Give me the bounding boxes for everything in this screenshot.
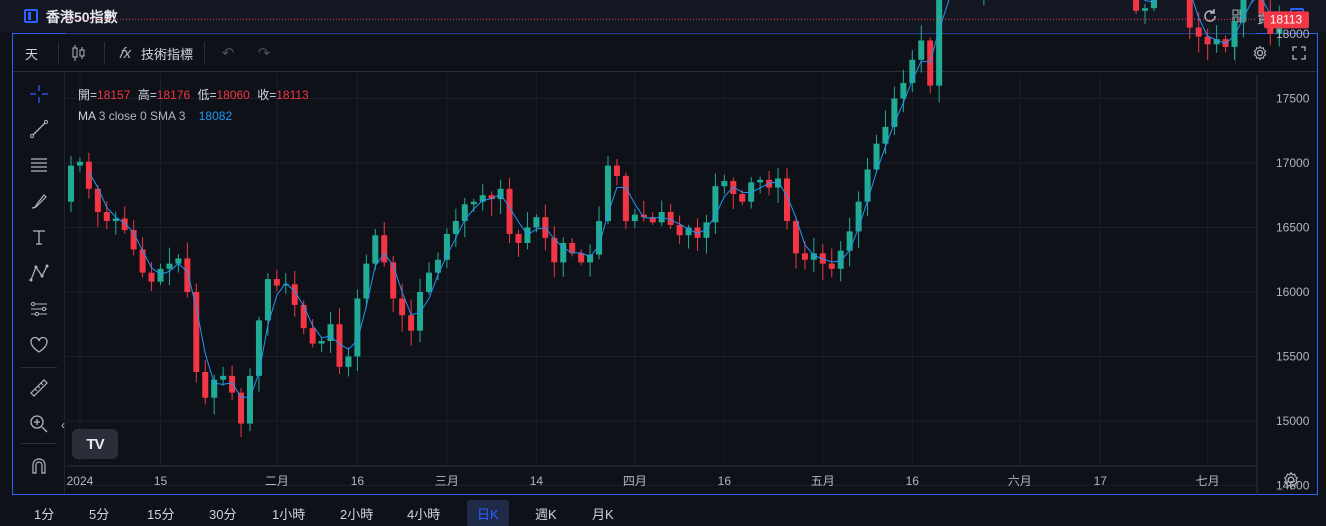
tradingview-logo[interactable]: TV: [72, 429, 118, 459]
crosshair-icon[interactable]: [27, 82, 51, 106]
timeframe-9[interactable]: 月K: [592, 507, 614, 522]
low-label: 低=: [197, 88, 217, 102]
timeframe-4[interactable]: 1小時: [272, 507, 306, 522]
chart-toolbar: 天 𝑓x 技術指標 ↶ ↷: [13, 34, 1317, 72]
interval-selector[interactable]: 天: [25, 47, 39, 62]
timeframe-7[interactable]: 日K: [467, 500, 509, 526]
timeframe-8[interactable]: 週K: [535, 507, 557, 522]
open-value: 18157: [97, 88, 131, 102]
axis-settings-icon[interactable]: [1282, 471, 1302, 491]
redo-icon[interactable]: ↷: [257, 45, 271, 62]
text-tool-icon[interactable]: [27, 225, 51, 249]
refresh-icon[interactable]: [1200, 6, 1220, 26]
ma-label: MA: [78, 109, 96, 123]
pattern-tool-icon[interactable]: [27, 261, 51, 285]
magnet-icon[interactable]: [27, 454, 51, 478]
fullscreen-icon[interactable]: [1288, 42, 1310, 64]
candle-style-icon[interactable]: [68, 42, 90, 64]
close-value: 18113: [276, 88, 309, 102]
brush-icon[interactable]: [27, 189, 51, 213]
timeframe-1[interactable]: 5分: [89, 507, 110, 522]
timeframe-3[interactable]: 30分: [209, 507, 237, 522]
high-value: 18176: [156, 88, 191, 102]
symbol-panel-icon[interactable]: [24, 9, 38, 23]
high-label: 高=: [137, 88, 157, 102]
favorite-heart-icon[interactable]: [27, 333, 51, 357]
ma-params: 3 close 0 SMA 3: [98, 109, 186, 123]
collapse-toolbar-icon[interactable]: ‹: [61, 418, 65, 432]
zoom-in-icon[interactable]: [27, 412, 51, 436]
timeframe-2[interactable]: 15分: [147, 507, 175, 522]
toolbar-divider: [58, 42, 59, 64]
ruler-icon[interactable]: [27, 376, 51, 400]
fib-retracement-icon[interactable]: [27, 153, 51, 177]
indicators-fx-icon[interactable]: 𝑓x: [118, 44, 132, 62]
ma-value: 18082: [198, 109, 233, 123]
toolbar-divider: [1235, 42, 1236, 64]
undo-icon[interactable]: ↶: [221, 45, 235, 62]
close-label: 收=: [257, 88, 277, 102]
drawing-toolbar: ‹: [13, 73, 65, 494]
ohlc-legend: 開=18157 高=18176 低=18060 收=18113: [78, 86, 309, 103]
timeframe-5[interactable]: 2小時: [340, 507, 374, 522]
toolbar-divider: [21, 443, 57, 444]
low-value: 18060: [216, 88, 250, 102]
trend-line-icon[interactable]: [27, 117, 51, 141]
timeframe-0[interactable]: 1分: [34, 507, 55, 522]
indicators-button[interactable]: 技術指標: [141, 47, 194, 62]
settings-gear-icon[interactable]: [1249, 42, 1271, 64]
toolbar-divider: [204, 42, 205, 64]
grid-layout-icon[interactable]: [1229, 6, 1249, 26]
toolbar-divider: [21, 367, 57, 368]
open-label: 開=: [78, 88, 98, 102]
top-bar: 香港50指數 賣價: [0, 0, 1326, 32]
timeframe-6[interactable]: 4小時: [407, 507, 441, 522]
toolbar-divider: [104, 42, 105, 64]
timeframe-bar: 1分 5分 15分 30分 1小時 2小時 4小時 日K 週K 月K: [0, 496, 1326, 526]
symbol-title: 香港50指數: [46, 9, 118, 25]
sell-price-toggle[interactable]: 賣價: [1257, 11, 1284, 26]
ma-legend[interactable]: MA 3 close 0 SMA 3 18082: [78, 109, 232, 123]
prediction-tool-icon[interactable]: [27, 297, 51, 321]
side-panel-toggle-icon[interactable]: [1290, 8, 1304, 24]
